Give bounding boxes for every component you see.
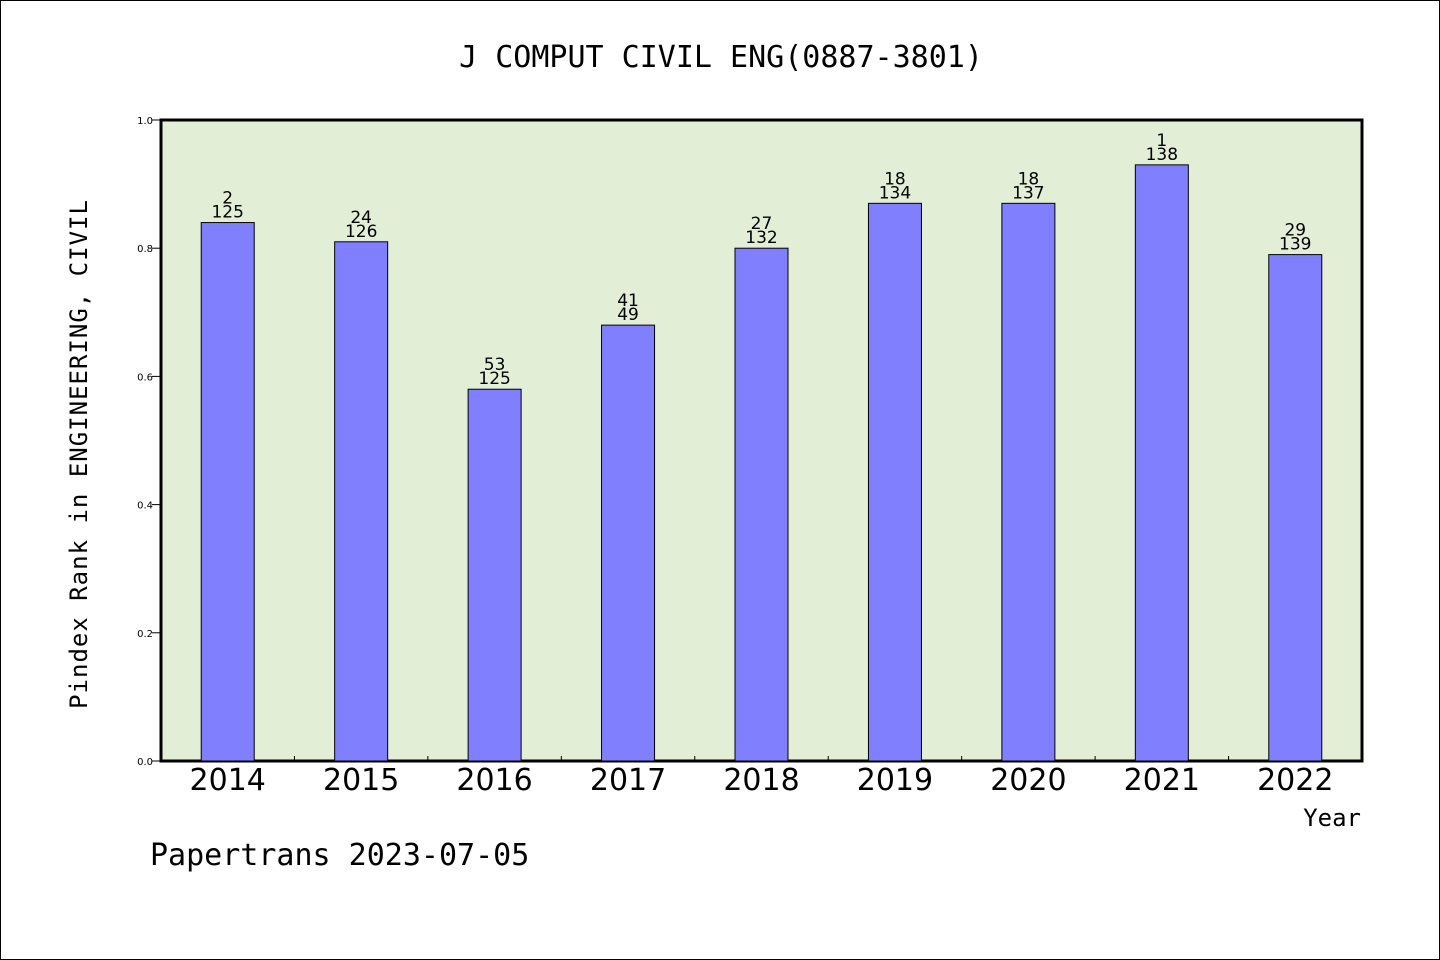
y-tick-label: 0.8 <box>137 244 153 255</box>
y-tick-label: 1.0 <box>137 116 153 127</box>
bar-rank-label: 18 <box>884 169 906 189</box>
x-axis-ticks: 2014 2015 2016 2017 2018 2019 2020 2021 2022 <box>190 756 1333 798</box>
bar-total-label: 132 <box>745 228 777 248</box>
bar-2022 <box>1268 254 1323 762</box>
bar-total-label: 138 <box>1146 145 1178 165</box>
footer-credit: Papertrans 2023-07-05 <box>150 838 529 873</box>
bar-rank-label: 29 <box>1284 221 1306 241</box>
bar-rank-label: 41 <box>617 291 639 311</box>
bar-rank-label: 27 <box>751 214 773 234</box>
data-labels: 1252126241255349411322713418137181381139… <box>211 131 1311 389</box>
bar-rank-label: 53 <box>484 355 506 375</box>
bar-2014 <box>200 222 255 762</box>
y-tick-label: 0.4 <box>137 501 153 512</box>
x-tick-label: 2015 <box>323 763 399 798</box>
x-tick-label: 2017 <box>590 763 666 798</box>
bar-total-label: 125 <box>478 369 510 389</box>
bar-total-label: 139 <box>1279 235 1311 255</box>
bar-2020 <box>1001 202 1056 762</box>
x-tick-label: 2018 <box>723 763 799 798</box>
bar-2019 <box>867 202 922 762</box>
bar-rank-label: 24 <box>350 208 372 228</box>
bar-rank-label: 18 <box>1018 169 1040 189</box>
y-axis-label: Pindex Rank in ENGINEERING, CIVIL <box>65 199 93 709</box>
bar-total-label: 126 <box>345 222 377 242</box>
bar-2016 <box>467 388 522 762</box>
y-tick-label: 0.0 <box>137 757 153 768</box>
y-tick-label: 0.2 <box>137 629 153 640</box>
bar-rank-label: 2 <box>222 189 233 209</box>
x-tick-label: 2016 <box>456 763 532 798</box>
bar-total-label: 137 <box>1012 183 1044 203</box>
bar-rank-label: 1 <box>1156 131 1167 151</box>
bar-total-label: 125 <box>211 203 243 223</box>
bar-2021 <box>1134 164 1189 762</box>
bar-2017 <box>601 324 656 762</box>
x-tick-label: 2022 <box>1257 763 1333 798</box>
bar-2018 <box>734 247 789 762</box>
y-tick-label: 0.6 <box>137 372 153 383</box>
x-tick-label: 2014 <box>190 763 266 798</box>
bar-2015 <box>334 241 389 762</box>
x-tick-label: 2021 <box>1124 763 1200 798</box>
bar-series <box>200 164 1323 762</box>
x-axis-label: Year <box>1303 804 1361 832</box>
bar-total-label: 134 <box>879 183 911 203</box>
x-tick-label: 2020 <box>990 763 1066 798</box>
bar-total-label: 49 <box>617 305 639 325</box>
x-tick-label: 2019 <box>857 763 933 798</box>
chart-title: J COMPUT CIVIL ENG(0887-3801) <box>459 40 983 75</box>
y-axis-ticks: 0.0 0.2 0.4 0.6 0.8 1.0 <box>137 116 161 768</box>
